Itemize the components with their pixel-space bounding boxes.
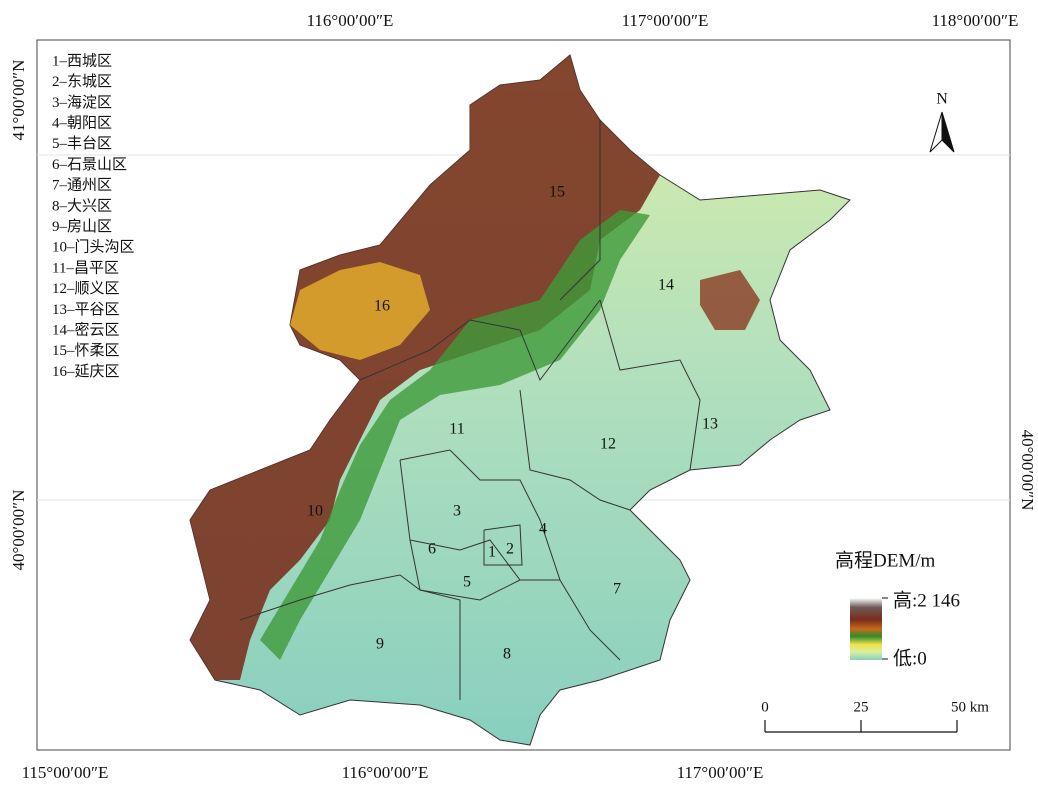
bottom-coord-label: 116°00′00″E [342, 763, 429, 782]
north-arrow [929, 111, 955, 153]
district-number: 16 [374, 298, 390, 315]
miyun-mountain [700, 270, 760, 330]
scale-bar [764, 720, 958, 733]
district-boundaries [239, 120, 701, 700]
district-number: 14 [658, 277, 674, 294]
district-number: 15 [549, 184, 565, 201]
legend-colorbar [850, 597, 888, 660]
map-frame [36, 39, 1011, 751]
north-label: N [936, 91, 948, 108]
district-list-item: 15–怀柔区 [52, 342, 120, 359]
bottom-coord-label: 117°00′00″E [677, 763, 764, 782]
district-list-item: 8–大兴区 [52, 197, 112, 214]
district-list-item: 4–朝阳区 [52, 115, 112, 132]
district-list-item: 13–平谷区 [52, 301, 120, 318]
district-list-item: 10–门头沟区 [52, 239, 135, 256]
bottom-coord-label: 115°00′00″E [22, 763, 109, 782]
district-list-item: 3–海淀区 [52, 94, 112, 111]
district-number: 1 [488, 544, 496, 561]
district-list-item: 14–密云区 [52, 322, 120, 339]
legend-title: 高程DEM/m [835, 549, 936, 571]
left-coord-label: 41°00′00″N [9, 60, 28, 141]
district-number: 12 [600, 436, 616, 453]
top-coord-label: 117°00′00″E [622, 11, 709, 30]
scale-label: 25 [854, 699, 869, 715]
yanqing-basin [290, 262, 430, 360]
district-number: 4 [539, 521, 547, 538]
left-coord-label: 40°00′00″N [9, 490, 28, 571]
scale-label: 0 [761, 699, 769, 715]
scale-label: 50 km [951, 699, 989, 715]
legend-low: 低:0 [893, 647, 927, 669]
district-number: 3 [453, 503, 461, 520]
district-list-item: 16–延庆区 [52, 363, 120, 380]
district-list-item: 11–昌平区 [52, 260, 119, 276]
district-list-item: 12–顺义区 [52, 280, 120, 297]
district-number: 7 [613, 581, 621, 598]
district-list-item: 9–房山区 [52, 218, 112, 235]
district-number: 13 [702, 416, 718, 433]
district-list-item: 1–西城区 [52, 52, 112, 69]
district-number: 5 [463, 574, 471, 591]
district-number: 10 [307, 503, 323, 520]
mountain-area [190, 55, 660, 680]
top-coord-label: 116°00′00″E [307, 11, 394, 30]
district-number: 9 [376, 636, 384, 653]
district-number: 2 [506, 541, 514, 558]
district-number: 6 [428, 541, 436, 558]
district-list-item: 7–通州区 [52, 177, 112, 194]
district-number: 8 [503, 646, 511, 663]
district-list-item: 2–东城区 [52, 73, 112, 90]
district-list-item: 6–石景山区 [52, 156, 127, 173]
mountain-green [260, 210, 650, 660]
legend-high: 高:2 146 [893, 589, 960, 611]
right-coord-label: 40°00′00″N [1018, 430, 1037, 511]
top-coord-label: 118°00′00″E [932, 11, 1019, 30]
district-list-item: 5–丰台区 [52, 135, 112, 152]
district-number: 11 [449, 421, 464, 438]
